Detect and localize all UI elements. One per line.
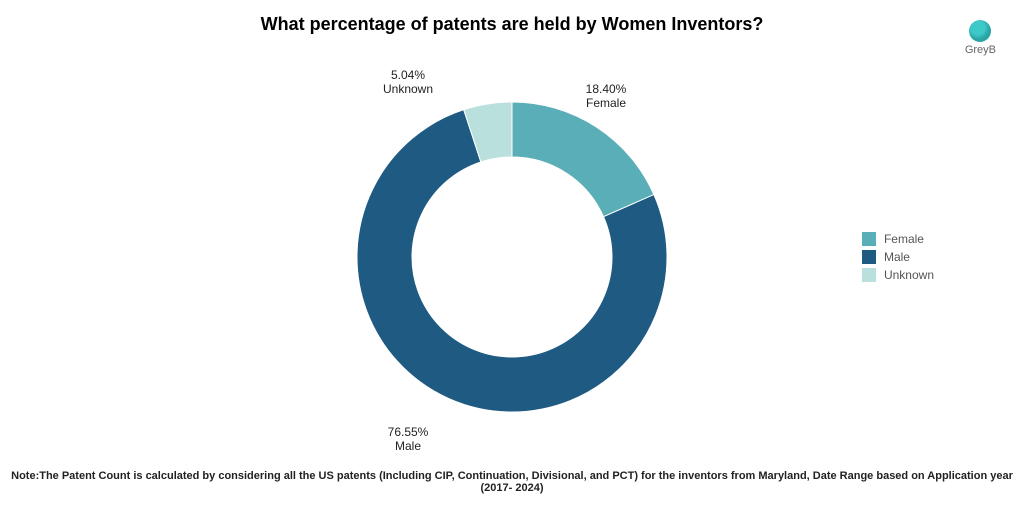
legend: Female Male Unknown <box>862 228 934 286</box>
slice-label-female: 18.40%Female <box>566 82 646 111</box>
slice-percent: 76.55% <box>368 425 448 439</box>
slice-name: Unknown <box>368 82 448 96</box>
donut-chart <box>357 102 667 412</box>
chart-title: What percentage of patents are held by W… <box>0 0 1024 35</box>
logo-icon <box>969 20 991 42</box>
legend-swatch <box>862 232 876 246</box>
chart-area: 18.40%Female76.55%Male5.04%Unknown Femal… <box>0 62 1024 452</box>
logo-text: GreyB <box>965 44 996 56</box>
legend-item-female: Female <box>862 232 934 246</box>
legend-label: Unknown <box>884 268 934 282</box>
legend-swatch <box>862 250 876 264</box>
legend-item-unknown: Unknown <box>862 268 934 282</box>
legend-label: Female <box>884 232 924 246</box>
slice-percent: 18.40% <box>566 82 646 96</box>
donut-slice-female <box>512 102 654 217</box>
slice-label-unknown: 5.04%Unknown <box>368 68 448 97</box>
slice-label-male: 76.55%Male <box>368 425 448 454</box>
slice-percent: 5.04% <box>368 68 448 82</box>
footnote: Note:The Patent Count is calculated by c… <box>0 470 1024 494</box>
legend-label: Male <box>884 250 910 264</box>
slice-name: Female <box>566 96 646 110</box>
legend-item-male: Male <box>862 250 934 264</box>
brand-logo: GreyB <box>965 20 996 56</box>
legend-swatch <box>862 268 876 282</box>
slice-name: Male <box>368 439 448 453</box>
